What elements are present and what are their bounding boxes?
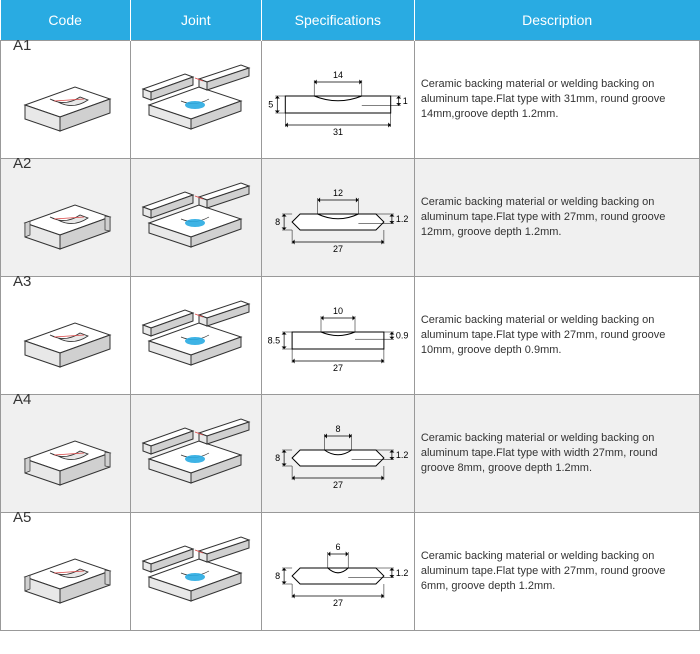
joint-cell xyxy=(130,41,261,159)
code-label: A2 xyxy=(13,155,124,172)
desc-cell: Ceramic backing material or welding back… xyxy=(414,277,699,395)
svg-text:8.5: 8.5 xyxy=(268,99,273,109)
code-isometric-icon xyxy=(10,311,120,381)
code-label: A3 xyxy=(13,273,124,290)
desc-cell: Ceramic backing material or welding back… xyxy=(414,513,699,631)
table-row: A5 xyxy=(1,513,700,631)
code-isometric-icon xyxy=(10,75,120,145)
header-code: Code xyxy=(1,0,131,41)
code-label: A4 xyxy=(13,391,124,408)
joint-isometric-icon xyxy=(137,415,255,493)
spec-cell: 6 27 8 1.2 xyxy=(261,513,414,631)
spec-cross-section-icon: 10 27 8.5 0.9 xyxy=(268,292,408,380)
joint-isometric-icon xyxy=(137,179,255,257)
svg-text:14: 14 xyxy=(333,70,343,80)
joint-isometric-icon xyxy=(137,297,255,375)
table-row: A4 xyxy=(1,395,700,513)
spec-cell: 10 27 8.5 0.9 xyxy=(261,277,414,395)
svg-text:27: 27 xyxy=(333,598,343,608)
svg-text:0.9: 0.9 xyxy=(396,330,408,340)
code-cell: A4 xyxy=(1,395,131,513)
code-label: A5 xyxy=(13,509,124,526)
spec-cell: 14 31 8.5 1.2 xyxy=(261,41,414,159)
desc-cell: Ceramic backing material or welding back… xyxy=(414,41,699,159)
joint-isometric-icon xyxy=(137,61,255,139)
joint-cell xyxy=(130,395,261,513)
spec-cross-section-icon: 6 27 8 1.2 xyxy=(268,528,408,616)
code-cell: A2 xyxy=(1,159,131,277)
spec-cross-section-icon: 8 27 8 1.2 xyxy=(268,410,408,498)
header-desc: Description xyxy=(414,0,699,41)
svg-text:8: 8 xyxy=(275,571,280,581)
spec-cell: 12 27 8 1.2 xyxy=(261,159,414,277)
spec-cell: 8 27 8 1.2 xyxy=(261,395,414,513)
svg-text:10: 10 xyxy=(333,306,343,316)
joint-cell xyxy=(130,277,261,395)
code-label: A1 xyxy=(13,37,124,54)
svg-text:1.2: 1.2 xyxy=(403,95,408,105)
code-cell: A1 xyxy=(1,41,131,159)
joint-cell xyxy=(130,513,261,631)
svg-text:27: 27 xyxy=(333,480,343,490)
svg-text:6: 6 xyxy=(335,542,340,552)
svg-text:12: 12 xyxy=(333,188,343,198)
product-spec-table: Code Joint Specifications Description A1 xyxy=(0,0,700,631)
svg-text:1.2: 1.2 xyxy=(396,449,408,459)
svg-text:31: 31 xyxy=(333,127,343,137)
code-isometric-icon xyxy=(10,429,120,499)
table-row: A3 xyxy=(1,277,700,395)
code-isometric-icon xyxy=(10,547,120,617)
header-spec: Specifications xyxy=(261,0,414,41)
svg-text:8: 8 xyxy=(275,453,280,463)
header-joint: Joint xyxy=(130,0,261,41)
svg-text:8.5: 8.5 xyxy=(268,335,280,345)
code-cell: A3 xyxy=(1,277,131,395)
spec-cross-section-icon: 14 31 8.5 1.2 xyxy=(268,56,408,144)
table-row: A1 xyxy=(1,41,700,159)
svg-text:27: 27 xyxy=(333,244,343,254)
table-header-row: Code Joint Specifications Description xyxy=(1,0,700,41)
joint-cell xyxy=(130,159,261,277)
joint-isometric-icon xyxy=(137,533,255,611)
table-row: A2 xyxy=(1,159,700,277)
desc-cell: Ceramic backing material or welding back… xyxy=(414,395,699,513)
svg-text:1.2: 1.2 xyxy=(396,213,408,223)
svg-text:8: 8 xyxy=(335,424,340,434)
spec-cross-section-icon: 12 27 8 1.2 xyxy=(268,174,408,262)
svg-text:1.2: 1.2 xyxy=(396,567,408,577)
code-isometric-icon xyxy=(10,193,120,263)
code-cell: A5 xyxy=(1,513,131,631)
svg-text:27: 27 xyxy=(333,363,343,373)
svg-text:8: 8 xyxy=(275,217,280,227)
desc-cell: Ceramic backing material or welding back… xyxy=(414,159,699,277)
